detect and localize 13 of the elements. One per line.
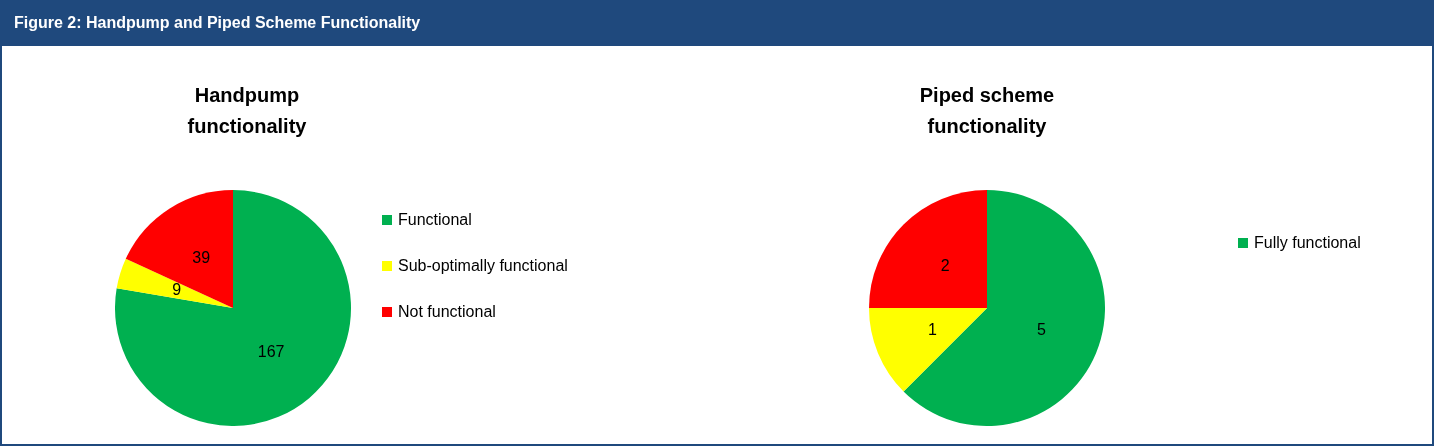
- data-label: 39: [192, 248, 211, 266]
- data-label: 167: [257, 343, 285, 361]
- data-label: 1: [928, 320, 938, 338]
- legend-label: Not functional: [398, 303, 496, 321]
- data-label: 5: [1037, 320, 1047, 338]
- legend-label: Fully functional: [1254, 234, 1361, 252]
- text: Figure 2: Handpump and Piped Scheme Functionality: [2, 0, 1432, 46]
- chart-title: Piped scheme functionality: [918, 83, 1056, 139]
- legend-label: Sub-optimally functional: [398, 257, 568, 275]
- chart-title: Handpump functionality: [186, 83, 308, 139]
- data-label: 9: [172, 281, 182, 298]
- legend-label: Functional: [398, 211, 472, 229]
- data-label: 2: [940, 256, 950, 274]
